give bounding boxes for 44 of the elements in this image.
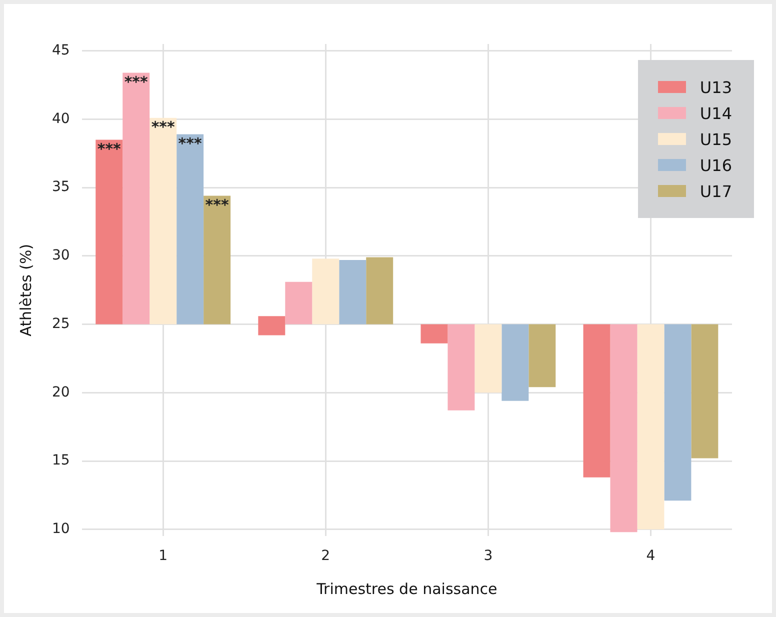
bar <box>96 140 123 324</box>
y-tick-label: 30 <box>52 248 70 264</box>
x-tick-label: 1 <box>158 548 168 564</box>
y-tick-label: 45 <box>52 42 70 58</box>
y-tick-label: 25 <box>52 316 70 332</box>
bar <box>528 324 556 388</box>
bar <box>312 258 340 324</box>
y-axis-title: Athlètes (%) <box>16 244 35 336</box>
y-tick-label: 10 <box>52 521 70 538</box>
legend-label: U16 <box>700 156 732 174</box>
legend-label: U13 <box>700 78 732 96</box>
x-axis-title: Trimestres de naissance <box>316 580 498 598</box>
data-label: *** <box>97 140 122 158</box>
bar <box>448 324 475 410</box>
y-tick-label: 35 <box>52 179 70 196</box>
x-tick-label: 4 <box>646 548 656 564</box>
bar <box>122 72 150 324</box>
y-tick-label: 40 <box>52 110 70 127</box>
bar <box>583 324 610 478</box>
y-tick-label: 15 <box>52 452 70 469</box>
data-label: *** <box>178 134 202 153</box>
bar <box>339 260 366 324</box>
data-label: *** <box>151 118 176 136</box>
bar <box>258 316 286 336</box>
x-tick-label: 2 <box>321 548 330 564</box>
bar <box>664 324 692 501</box>
bar <box>204 196 231 324</box>
bar <box>285 282 312 324</box>
bar <box>610 324 638 532</box>
bar <box>502 324 529 401</box>
data-label: *** <box>124 73 148 92</box>
bar <box>176 134 204 324</box>
x-tick-label: 3 <box>484 548 493 564</box>
legend-label: U14 <box>700 104 732 122</box>
bar <box>637 324 664 530</box>
bar <box>366 257 394 324</box>
legend-label: U17 <box>700 182 732 200</box>
legend-label: U15 <box>700 130 732 148</box>
bar <box>420 324 448 344</box>
bar <box>691 324 718 458</box>
bar <box>150 118 177 324</box>
data-label: *** <box>205 196 229 214</box>
bar <box>474 324 502 393</box>
y-tick-label: 20 <box>52 384 70 400</box>
